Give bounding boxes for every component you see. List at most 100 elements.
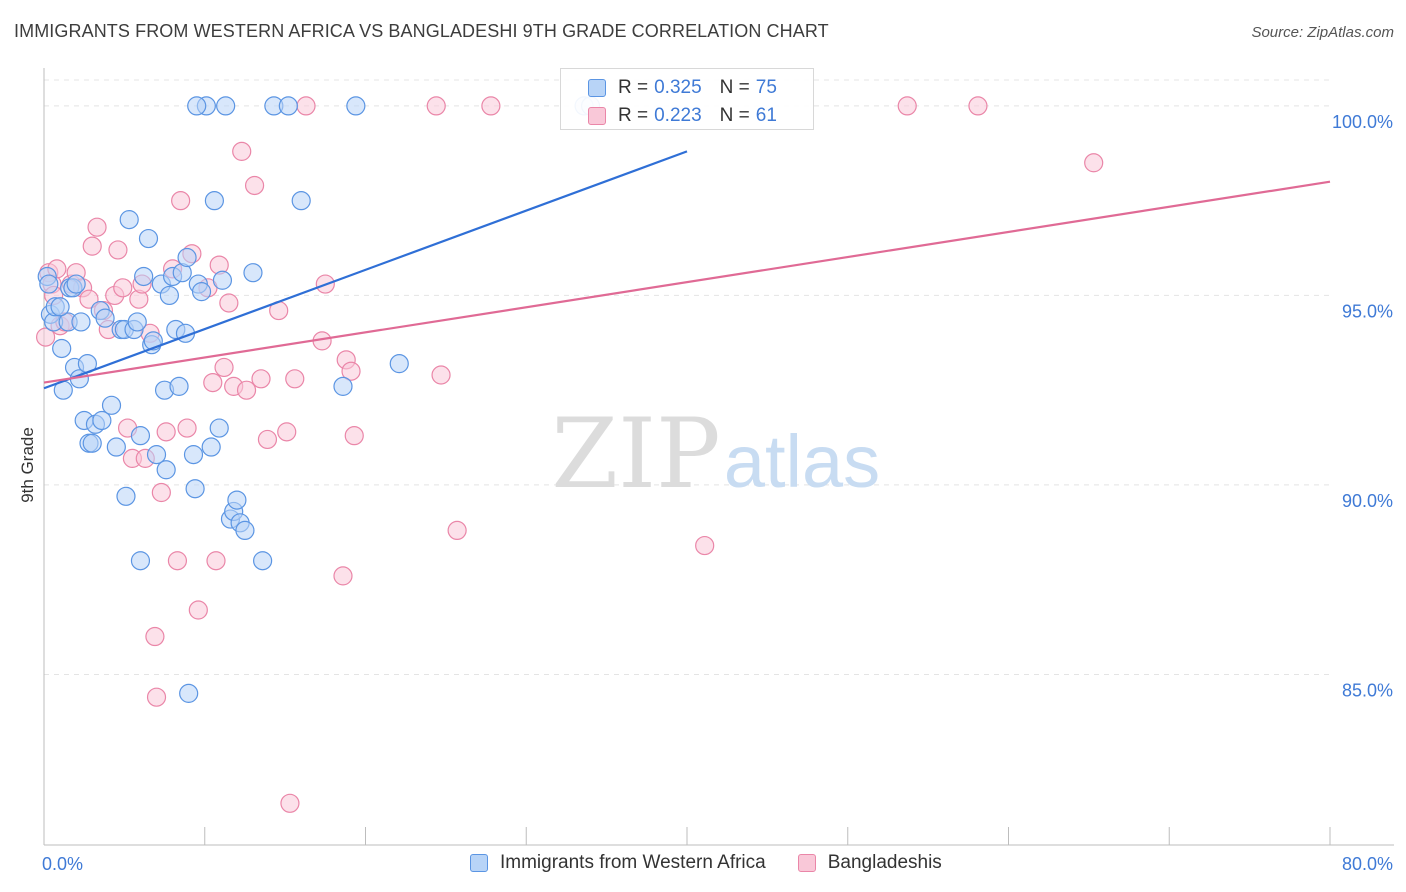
point-bangladeshis [968,96,988,116]
point-western-africa [227,490,247,510]
point-western-africa [106,437,126,457]
grid-lines [44,79,1330,675]
stats-row-western-africa: R = 0.325 N = 75 [588,75,813,100]
point-western-africa [134,266,154,287]
series-legend: Immigrants from Western Africa Banglades… [470,852,974,874]
point-western-africa [39,274,59,294]
point-western-africa [187,96,207,116]
point-bangladeshis [87,217,107,237]
y-tick-label: 90.0% [1342,491,1393,511]
point-western-africa [191,282,212,302]
point-bangladeshis [171,191,191,211]
legend-label: Bangladeshis [827,852,942,873]
series-western-africa [37,96,601,703]
point-bangladeshis [177,418,197,438]
point-bangladeshis [344,426,364,446]
point-western-africa [95,308,115,328]
r-value: 0.325 [654,76,702,98]
point-western-africa [130,426,151,446]
point-bangladeshis [82,236,102,256]
point-bangladeshis [481,96,501,116]
point-bangladeshis [333,566,353,586]
trendlines [43,150,1331,390]
point-western-africa [209,418,229,438]
point-bangladeshis [280,793,300,813]
point-bangladeshis [206,551,226,571]
point-western-africa [101,395,122,415]
point-western-africa [50,297,70,317]
point-bangladeshis [146,687,167,707]
tick-labels: 100.0% 95.0% 90.0% 85.0% 0.0% 80.0% [42,112,1393,874]
watermark-atlas: atlas [724,420,880,503]
watermark-zip: ZIP [551,398,720,510]
point-western-africa [179,683,199,703]
point-bangladeshis [156,422,176,442]
pink-swatch-icon [797,854,816,872]
stats-legend: R = 0.325 N = 75 R = 0.223 N = 61 [560,68,814,130]
point-western-africa [146,445,167,465]
r-label: R = [618,76,649,98]
n-value: 61 [755,104,777,126]
point-bangladeshis [236,380,257,400]
point-bangladeshis [188,600,208,620]
point-bangladeshis [79,289,99,309]
r-label: R = [618,104,649,126]
point-western-africa [127,312,147,332]
point-bangladeshis [151,482,171,503]
point-bangladeshis [257,429,278,450]
watermark: ZIP atlas [551,398,880,510]
point-western-africa [212,270,233,290]
chart-title: IMMIGRANTS FROM WESTERN AFRICA VS BANGLA… [14,21,829,41]
y-tick-label: 85.0% [1342,680,1393,700]
point-bangladeshis [145,626,165,647]
trendline-bangladeshis [43,180,1331,384]
point-bangladeshis [695,535,715,556]
y-axis-label: 9th Grade [18,427,37,503]
point-western-africa [52,338,72,359]
point-bangladeshis [285,369,305,389]
stats-row-bangladeshis: R = 0.223 N = 61 [588,103,813,128]
trendline-western-africa [43,150,688,390]
point-western-africa [130,551,151,571]
point-western-africa [119,210,139,230]
point-western-africa [138,228,159,249]
point-bangladeshis [296,96,316,116]
point-bangladeshis [214,357,234,378]
legend-item-western-africa[interactable]: Immigrants from Western Africa [470,852,766,874]
legend-item-bangladeshis[interactable]: Bangladeshis [797,852,942,874]
point-bangladeshis [447,520,467,541]
point-western-africa [204,191,224,211]
point-western-africa [169,376,189,396]
point-bangladeshis [277,422,297,442]
point-bangladeshis [244,175,265,196]
point-western-africa [82,433,102,453]
point-western-africa [201,437,221,457]
point-bangladeshis [36,327,56,347]
point-bangladeshis [219,293,239,313]
point-bangladeshis [426,96,446,116]
point-western-africa [177,247,197,268]
point-bangladeshis [203,372,223,393]
legend-label: Immigrants from Western Africa [500,852,766,873]
pink-swatch-icon [588,106,606,125]
y-tick-label: 95.0% [1342,301,1393,321]
point-western-africa [216,96,236,116]
x-tick-label: 0.0% [42,854,83,874]
point-bangladeshis [251,369,271,389]
point-western-africa [71,312,91,332]
point-western-africa [278,96,298,116]
point-western-africa [243,263,263,283]
point-western-africa [235,520,255,541]
n-label: N = [719,76,750,98]
n-value: 75 [755,76,777,98]
point-bangladeshis [108,240,128,260]
point-western-africa [183,445,204,465]
point-bangladeshis [1084,153,1104,173]
point-western-africa [333,376,353,396]
point-western-africa [346,96,366,116]
y-tick-label: 100.0% [1332,112,1393,132]
point-western-africa [185,479,205,499]
point-western-africa [159,285,179,306]
r-value: 0.223 [654,104,702,126]
